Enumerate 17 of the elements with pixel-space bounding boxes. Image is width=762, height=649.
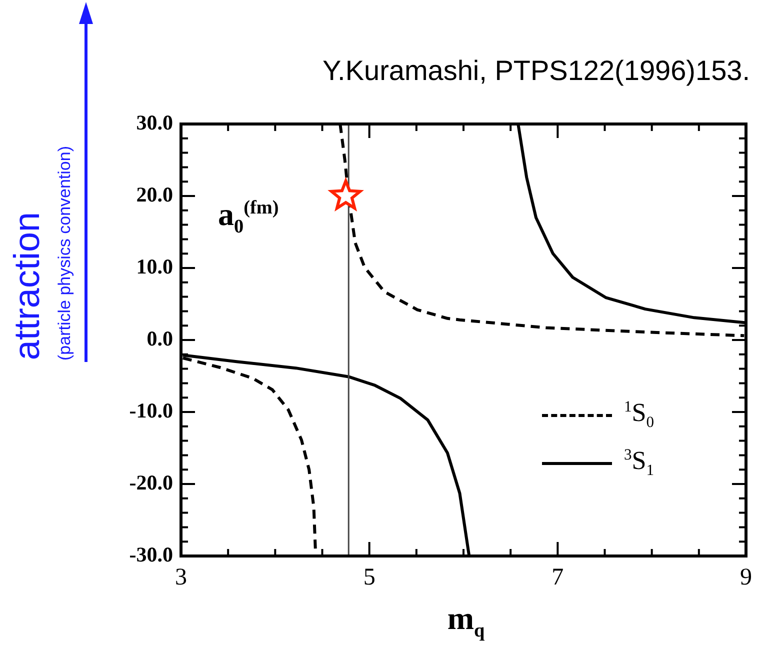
text: (particle physics convention)	[55, 146, 75, 360]
x-tick-label: 3	[175, 564, 187, 591]
y-tick-label: 0.0	[146, 326, 173, 350]
legend-label: $^{1}$S$_{0}$	[624, 398, 654, 432]
y-tick-label: 10.0	[136, 254, 173, 278]
legend-label: $^{3}$S$_{1}$	[624, 446, 654, 480]
x-tick-label: 9	[740, 564, 752, 591]
x-tick-label: 5	[363, 564, 376, 591]
x-axis-title: m$_{q}$	[446, 600, 486, 642]
y-tick-label: -30.0	[129, 542, 173, 566]
y-tick-label: 20.0	[136, 182, 173, 206]
chart-title: Y.Kuramashi, PTPS122(1996)153.	[322, 55, 750, 87]
y-tick-label: -10.0	[129, 398, 173, 422]
text: attraction	[6, 212, 48, 360]
y-tick-label: -20.0	[129, 470, 173, 494]
x-tick-label: 7	[552, 564, 564, 591]
y-tick-label: 30.0	[136, 110, 173, 134]
